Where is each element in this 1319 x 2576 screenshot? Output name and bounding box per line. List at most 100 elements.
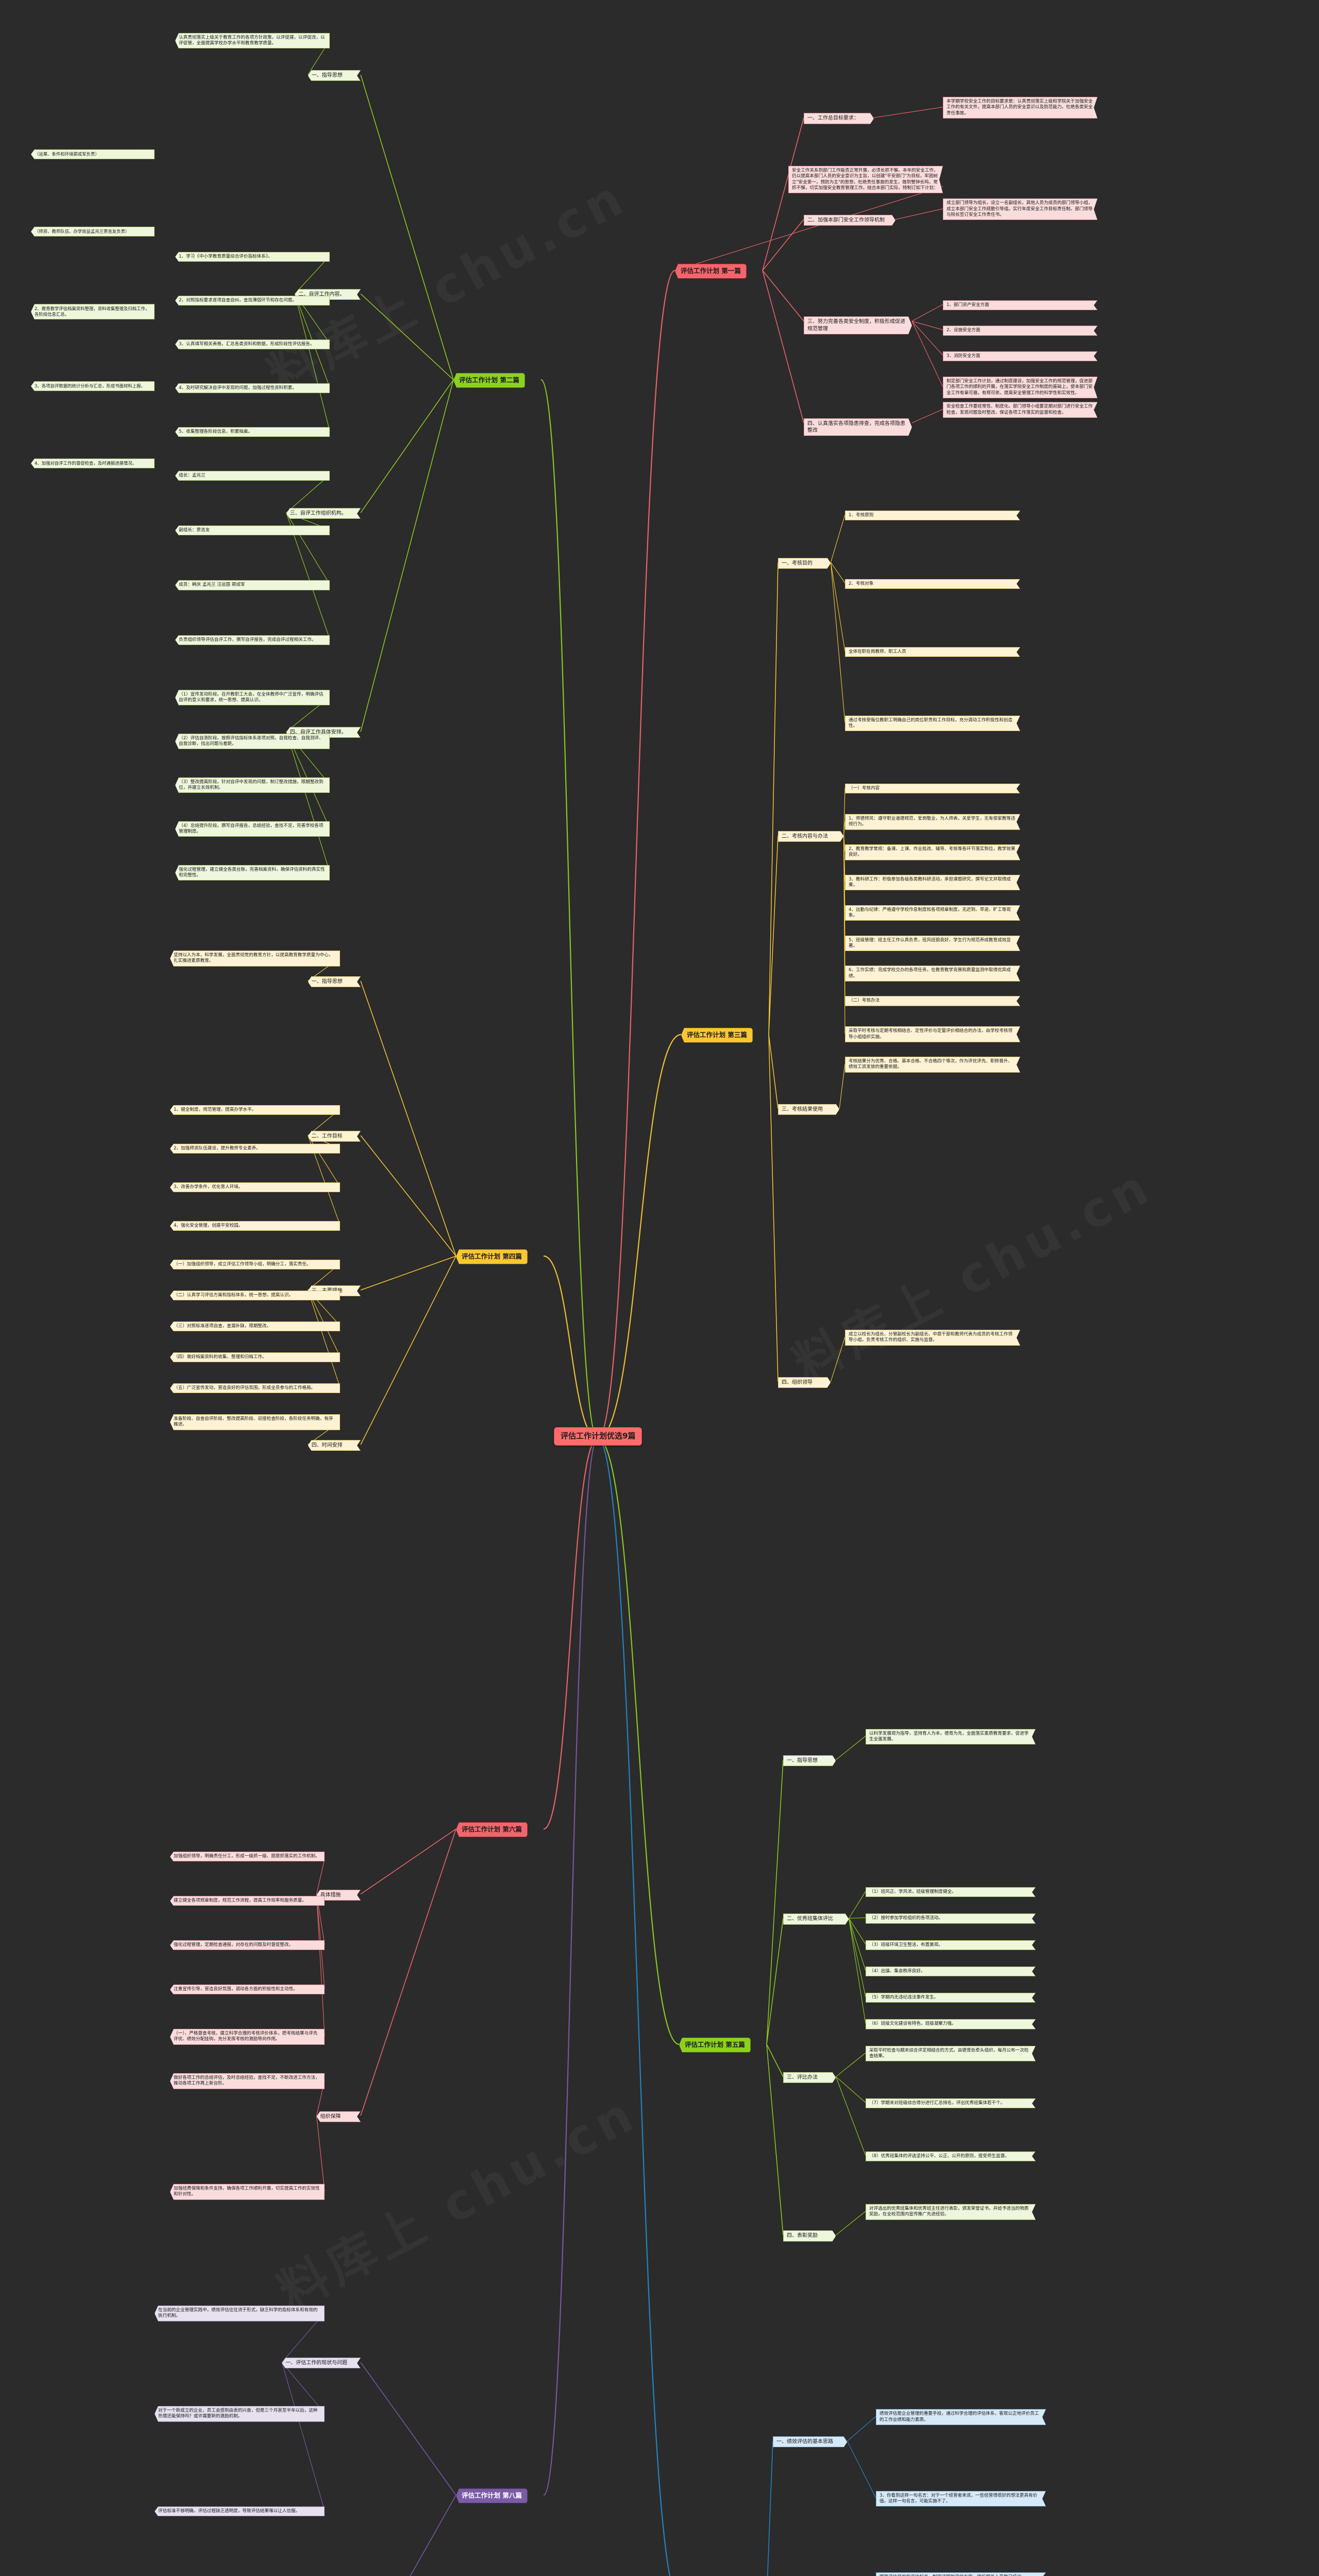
- detail-node-6-2-1[interactable]: 做好各项工作的总结评估，及时总结经验，查找不足，不断改进工作方法，推动各项工作再…: [170, 2073, 325, 2089]
- detail-node-3-2-3[interactable]: 2、教育教学常规：备课、上课、作业批改、辅导、考核等各环节落实到位，教学效果良好…: [845, 844, 1020, 860]
- detail-node-3-2-4[interactable]: 3、教科研工作：积极参加各级各类教科研活动，承担课题研究，撰写论文并取得成果。: [845, 875, 1020, 891]
- topic-node-7-1[interactable]: 一、绩效评估的基本思路: [773, 2436, 847, 2447]
- detail-node-5-3-1[interactable]: 采取平时检查与期末综合评定相结合的方式，由德育处牵头组织，每月公布一次检查结果。: [866, 2046, 1036, 2062]
- detail-node-4-2-3[interactable]: 3、改善办学条件，优化育人环境。: [170, 1182, 340, 1193]
- detail-node-2-1-1[interactable]: 认真贯彻落实上级关于教育工作的各项方针政策，以评促建，以评促改，以评促管，全面提…: [175, 32, 330, 49]
- topic-node-8-1[interactable]: 一、评估工作的现状与问题: [282, 2358, 361, 2368]
- side-note-2-4[interactable]: 3、各项自评数据的统计分析与汇总，形成书面材料上报。: [31, 381, 155, 392]
- detail-node-3-2-2[interactable]: 1、师德师风：遵守职业道德规范，爱岗敬业，为人师表，关爱学生，无有偿家教等违规行…: [845, 814, 1020, 830]
- topic-node-2-3[interactable]: 三、自评工作组织机构。: [286, 508, 361, 519]
- detail-node-1-2-1[interactable]: 成立部门领导为组长，设立一名副组长，其他人员为成员的部门领导小组，成立本部门安全…: [943, 198, 1097, 220]
- topic-node-4-1[interactable]: 一、指导思想: [308, 976, 361, 987]
- topic-node-4-2[interactable]: 二、工作目标: [308, 1131, 361, 1142]
- detail-node-1-3-1[interactable]: 1、部门资产安全方面: [943, 300, 1097, 310]
- topic-node-5-4[interactable]: 四、表彰奖励: [783, 2230, 836, 2241]
- detail-node-5-3-3[interactable]: （8）优秀班集体的评选坚持公平、公正、公开的原则，接受师生监督。: [866, 2151, 1036, 2161]
- detail-node-8-1-3[interactable]: 评估标准不够明确，评估过程缺乏透明度，导致评估结果难以让人信服。: [155, 2506, 325, 2517]
- detail-node-4-3-3[interactable]: （三）对照标准逐项自查，查漏补缺，限期整改。: [170, 1321, 340, 1332]
- detail-node-4-1-1[interactable]: 坚持以人为本，科学发展，全面贯彻党的教育方针，以提高教育教学质量为中心，扎实推进…: [170, 951, 340, 967]
- detail-node-7-1-1[interactable]: 绩效评估是企业管理的重要手段，通过科学合理的评估体系，客观公正地评价员工的工作业…: [876, 2409, 1046, 2425]
- detail-node-2-2-4[interactable]: 4、及时研究解决自评中发现的问题，加强过程性资料积累。: [175, 383, 330, 394]
- detail-node-4-3-5[interactable]: （五）广泛宣传发动，营造良好的评估氛围，形成全员参与的工作格局。: [170, 1383, 340, 1394]
- topic-node-1-3[interactable]: 三、努力完善各类安全制度，积极形成促进规范管理: [804, 316, 912, 334]
- detail-node-1-1-1[interactable]: 本学期学校安全工作的目标要求是：认真贯彻落实上级和学院关于加强安全工作的有关文件…: [943, 97, 1097, 118]
- detail-node-4-3-4[interactable]: （四）做好档案资料的收集、整理和归档工作。: [170, 1352, 340, 1363]
- detail-node-6-1-1[interactable]: 加强组织领导，明确责任分工，形成一级抓一级、层层抓落实的工作机制。: [170, 1852, 325, 1862]
- topic-node-2-1[interactable]: 一、指导思想: [308, 70, 361, 81]
- detail-node-3-1-1[interactable]: 1、考核原则: [845, 511, 1020, 520]
- topic-node-5-2[interactable]: 二、优秀班集体评比: [783, 1913, 849, 1924]
- detail-node-5-2-1[interactable]: （1）班风正、学风浓，班级管理制度健全。: [866, 1887, 1036, 1897]
- topic-node-1-4[interactable]: 四、认真落实各项隐患排查，完成各项隐患整改: [804, 418, 912, 436]
- root-node[interactable]: 评估工作计划优选9篇: [554, 1427, 642, 1446]
- branch-node-1[interactable]: 评估工作计划 第一篇: [675, 264, 747, 279]
- detail-node-8-1-2[interactable]: 对于一个新成立的企业，员工会感到由衷的兴奋，但是三个月甚至半年以后，这种热情还能…: [155, 2405, 325, 2422]
- detail-node-5-2-2[interactable]: （2）按时参加学校组织的各项活动。: [866, 1913, 1036, 1923]
- side-note-2-1[interactable]: （运果、条件和环境郭成军负责）: [31, 149, 155, 160]
- topic-node-1-2[interactable]: 二、加强本部门安全工作领导机制: [804, 215, 895, 226]
- detail-node-1-4-1[interactable]: 安全检查工作要经常性、制度化。部门领导小组要定期对部门进行安全工作检查，发现问题…: [943, 402, 1097, 418]
- branch-node-3[interactable]: 评估工作计划 第三篇: [681, 1028, 753, 1043]
- topic-node-5-3[interactable]: 三、评比办法: [783, 2072, 836, 2083]
- detail-node-8-1-1[interactable]: 在当前的企业管理实践中，绩效评估往往流于形式，缺乏科学的指标体系和有效的执行机制…: [155, 2305, 325, 2321]
- detail-node-1-3-4[interactable]: 制定部门安全工作计划，通过制度建设，加强安全工作的规范管理，促进部门各项工作的顺…: [943, 377, 1097, 398]
- detail-node-3-3-1[interactable]: 考核结果分为优秀、合格、基本合格、不合格四个等次，作为评优评先、职称晋升、绩效工…: [845, 1057, 1020, 1073]
- detail-node-2-2-5[interactable]: 5、收集整理各阶段信息，积累档案。: [175, 427, 330, 437]
- detail-node-6-2-2[interactable]: 加强经费保障和条件支持，确保各项工作顺利开展，切实提高工作的实效性和针对性。: [170, 2184, 325, 2200]
- detail-node-3-2-8[interactable]: （二）考核办法: [845, 996, 1020, 1006]
- detail-node-4-3-1[interactable]: （一）加强组织领导，成立评估工作领导小组，明确分工，落实责任。: [170, 1260, 340, 1270]
- detail-node-4-2-4[interactable]: 4、强化安全管理，创建平安校园。: [170, 1221, 340, 1231]
- detail-node-3-2-5[interactable]: 4、出勤与纪律：严格遵守学校作息制度和各项规章制度，无迟到、早退、旷工等现象。: [845, 905, 1020, 921]
- detail-node-5-2-4[interactable]: （4）出操、集会秩序良好。: [866, 1967, 1036, 1976]
- detail-node-1-3-2[interactable]: 2、设施安全方面: [943, 326, 1097, 335]
- topic-node-1-1[interactable]: 一、工作总目标要求：: [804, 113, 874, 124]
- detail-node-1-3-3[interactable]: 3、消防安全方面: [943, 351, 1097, 361]
- detail-node-3-1-4[interactable]: 通过考核使每位教职工明确自己的岗位职责和工作目标，充分调动工作积极性和创造性。: [845, 716, 1020, 732]
- detail-node-6-1-2[interactable]: 建立健全各项规章制度，规范工作流程，提高工作效率和服务质量。: [170, 1896, 325, 1906]
- detail-node-2-3-2[interactable]: 副组长：贾吉友: [175, 526, 330, 536]
- topic-node-6-1[interactable]: 具体措施: [316, 1890, 361, 1901]
- topic-node-6-2[interactable]: 组织保障: [316, 2111, 361, 2122]
- detail-node-5-3-2[interactable]: （7）学期末对班级综合得分进行汇总排名，评出优秀班集体若干个。: [866, 2098, 1036, 2108]
- detail-node-2-3-1[interactable]: 组长：孟兆兰: [175, 470, 330, 481]
- topic-node-3-1[interactable]: 一、考核目的: [778, 558, 831, 569]
- detail-node-2-4-5[interactable]: 强化过程管理，建立健全各类台账，完善档案资料，确保评估资料的真实性和完整性。: [175, 865, 330, 881]
- detail-node-5-2-5[interactable]: （5）学期内无违纪违法事件发生。: [866, 1993, 1036, 2003]
- topic-node-3-2[interactable]: 二、考核内容与办法: [778, 831, 844, 842]
- branch-node-6[interactable]: 评估工作计划 第六篇: [456, 1822, 528, 1837]
- detail-node-3-1-3[interactable]: 全体在职在岗教师、职工人员: [845, 647, 1020, 657]
- detail-node-3-4-1[interactable]: 成立以校长为组长、分管副校长为副组长、中层干部和教师代表为成员的考核工作领导小组…: [845, 1330, 1020, 1346]
- detail-node-5-2-3[interactable]: （3）班级环境卫生整洁，布置美观。: [866, 1940, 1036, 1950]
- topic-node-3-4[interactable]: 四、组织领导: [778, 1377, 831, 1388]
- side-note-2-2[interactable]: （师资、教师队伍、办学效益孟兆兰贾吉友负责）: [31, 227, 155, 237]
- detail-node-2-3-3[interactable]: 成员：韩庆 孟兆兰 汪运国 郭成军: [175, 580, 330, 590]
- detail-node-3-2-9[interactable]: 采取平时考核与定期考核相结合、定性评价与定量评价相结合的办法，由学校考核领导小组…: [845, 1026, 1020, 1042]
- branch-node-8[interactable]: 评估工作计划 第八篇: [456, 2488, 528, 2503]
- detail-node-5-1-1[interactable]: 以科学发展观为指导，坚持育人为本，德育为先，全面落实素质教育要求，促进学生全面发…: [866, 1729, 1036, 1745]
- branch-node-2[interactable]: 评估工作计划 第二篇: [453, 373, 525, 388]
- branch-node-5[interactable]: 评估工作计划 第五篇: [679, 2038, 751, 2053]
- detail-node-2-3-4[interactable]: 负责组织领导评估自评工作，撰写自评报告，完成自评过程相关工作。: [175, 635, 330, 645]
- detail-node-5-4-1[interactable]: 对评选出的优秀班集体和优秀班主任进行表彰，颁发荣誉证书，并给予适当的物质奖励，在…: [866, 2204, 1036, 2220]
- detail-node-7-2-1[interactable]: 明确评估目的和评估标准，制定详细的评估方案，组织相关人员学习培训。: [876, 2572, 1046, 2576]
- side-note-2-5[interactable]: 4、加强对自评工作的督促检查，及时通报进展情况。: [31, 459, 155, 469]
- detail-node-2-4-2[interactable]: （2）评估自测阶段。按照评估指标体系逐项对照，自我检查、自我测评、自我诊断，找出…: [175, 733, 330, 750]
- detail-node-2-2-2[interactable]: 2、对照指标要求逐项自查自纠，查找薄弱环节和存在问题。: [175, 295, 330, 306]
- detail-node-2-4-3[interactable]: （3）整改提高阶段。针对自评中发现的问题，制订整改措施，限期整改到位，并建立长效…: [175, 777, 330, 793]
- detail-node-4-4-1[interactable]: 准备阶段、自查自评阶段、整改提高阶段、迎接检查阶段，各阶段任务明确，有序推进。: [170, 1414, 340, 1430]
- detail-node-3-2-1[interactable]: （一）考核内容: [845, 784, 1020, 793]
- detail-node-7-1-2[interactable]: 3、你看到这样一句名言：对于一个经营者来说，一些经营得很好的想法更具有价值。这样…: [876, 2491, 1046, 2507]
- detail-node-5-2-6[interactable]: （6）班级文化建设有特色，班级凝聚力强。: [866, 2019, 1036, 2029]
- side-note-2-3[interactable]: 2、教育教学评估档案资料整理，资料收集整理及归档工作，各阶段信息汇总。: [31, 304, 155, 320]
- detail-node-4-2-1[interactable]: 1、健全制度，规范管理，提高办学水平。: [170, 1105, 340, 1115]
- detail-node-6-1-4[interactable]: 注重宣传引导，营造良好氛围，调动各方面的积极性和主动性。: [170, 1985, 325, 1995]
- intro-node-1[interactable]: 安全工作关系到部门工作能否正常开展，必须长抓不懈。本年的安全工作，仍以提高本部门…: [788, 166, 943, 193]
- detail-node-2-4-1[interactable]: （1）宣传发动阶段。召开教职工大会，在全体教师中广泛宣传，明确评估自评的意义和要…: [175, 689, 330, 706]
- detail-node-4-2-2[interactable]: 2、加强师资队伍建设，提升教师专业素养。: [170, 1144, 340, 1154]
- topic-node-4-4[interactable]: 四、时间安排: [308, 1440, 361, 1451]
- detail-node-3-2-7[interactable]: 6、工作实绩：完成学校交办的各项任务，在教育教学竞赛和质量监测中取得优异成绩。: [845, 965, 1020, 981]
- detail-node-4-3-2[interactable]: （二）认真学习评估方案和指标体系，统一思想，提高认识。: [170, 1291, 340, 1301]
- detail-node-3-1-2[interactable]: 2、考核对象: [845, 579, 1020, 589]
- topic-node-3-3[interactable]: 三、考核结果使用: [778, 1104, 839, 1115]
- topic-node-5-1[interactable]: 一、指导思想: [783, 1755, 836, 1766]
